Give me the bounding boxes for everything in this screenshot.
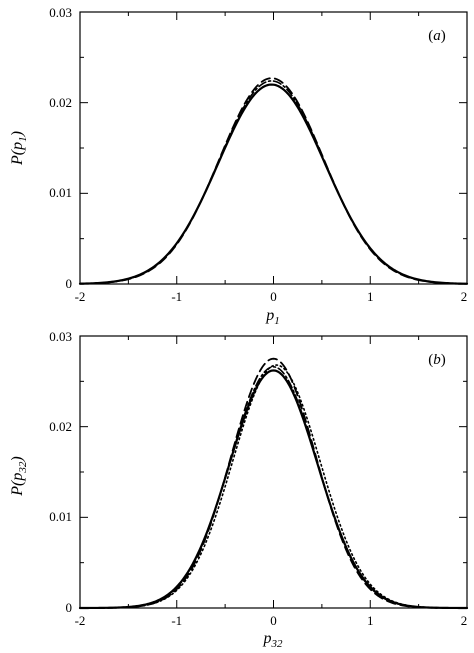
panel-b-series-dash-dot-line — [79, 366, 468, 609]
panel-b-frame — [79, 335, 468, 609]
panel-a-series-dash-dot-line — [79, 80, 468, 285]
panel-a-ytick-label-0: 0 — [66, 276, 73, 291]
panel-b-ytick-label-2: 0.02 — [49, 419, 72, 434]
panel-a-ytick-label-2: 0.02 — [49, 95, 72, 110]
panel-b-xtick-label-3: 1 — [367, 613, 374, 628]
panel-b-xtick-label-1: -1 — [171, 613, 182, 628]
panel-a-ytick-label-1: 0.01 — [49, 185, 72, 200]
panel-a-curves — [78, 77, 469, 285]
panel-b-ytick-label-0: 0 — [66, 600, 73, 615]
panel-b-ylabel: P(p32) — [9, 456, 29, 496]
panel-a-xlabel: p1 — [265, 307, 280, 327]
panel-a-xtick-label-1: -1 — [171, 289, 182, 304]
panel-b-xtick-label-0: -2 — [75, 613, 86, 628]
panel-a-series-dashed-line — [79, 77, 468, 285]
panel-a-xtick-label-0: -2 — [75, 289, 86, 304]
panel-b-label: (b) — [428, 352, 446, 368]
panel-a: 0 0.01 0.02 0.03 -2 -1 0 1 2 p1 P(p1) (a… — [9, 5, 469, 327]
panel-a-xtick-label-3: 1 — [367, 289, 374, 304]
panel-a-label: (a) — [428, 28, 446, 44]
panel-b-ytick-label-1: 0.01 — [49, 509, 72, 524]
panel-b: 0 0.01 0.02 0.03 -2 -1 0 1 2 p32 P(p32) … — [9, 329, 469, 650]
panel-b-xtick-label-2: 0 — [270, 613, 277, 628]
panel-a-xtick-label-2: 0 — [270, 289, 277, 304]
panel-b-curves — [78, 357, 469, 610]
panel-b-xlabel: p32 — [263, 630, 284, 650]
panel-a-series-solid-line — [78, 83, 469, 285]
panel-a-ticks — [79, 11, 468, 285]
panel-a-frame — [79, 11, 468, 285]
panel-a-ytick-label-3: 0.03 — [49, 5, 72, 20]
panel-b-series-dotted-line — [79, 364, 468, 609]
panel-b-ticks — [79, 335, 468, 609]
panel-a-xtick-label-4: 2 — [461, 289, 468, 304]
panel-a-ylabel: P(p1) — [9, 131, 29, 166]
panel-b-series-solid-line — [78, 369, 469, 610]
panel-b-xtick-label-4: 2 — [461, 613, 468, 628]
panel-b-series-dashed-line — [79, 357, 468, 609]
panel-b-ytick-label-3: 0.03 — [49, 329, 72, 344]
